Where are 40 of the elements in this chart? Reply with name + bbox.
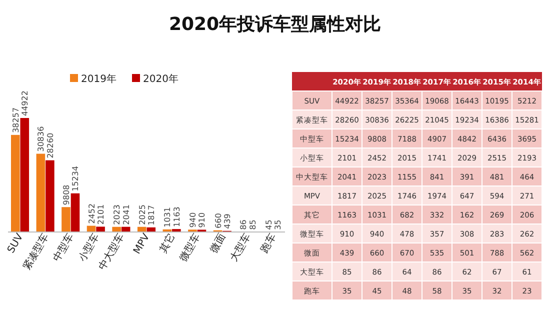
data-label: 2023 [112,204,122,225]
data-label: 38257 [11,107,20,133]
chart-title: 2020年投诉车型属性对比 [168,14,382,35]
x-tick-label: 跑车 [258,232,279,255]
data-label: 910 [198,212,207,228]
data-label: 1163 [172,206,182,228]
bar [46,160,54,232]
x-tick-label: 紧凑型车 [20,232,51,272]
x-tick-label: 微面 [208,232,228,255]
data-label: 940 [188,212,198,228]
x-tick-label: 微型车 [177,232,203,264]
bar [137,226,146,232]
data-label: 439 [223,214,232,229]
data-label: 660 [214,213,223,228]
bar [112,226,121,232]
x-tick-label: 大型车 [228,232,254,264]
bar [20,118,30,232]
data-label: 85 [248,220,258,230]
x-tick-label: 中型车 [50,232,76,264]
data-label: 86 [239,220,248,230]
bar [62,207,70,232]
data-label: 2041 [122,204,131,225]
data-label: 15234 [71,166,80,192]
data-label: 1031 [163,207,172,228]
data-label: 1817 [147,205,156,226]
data-label: 28260 [46,132,55,158]
bar [96,226,105,232]
bar [70,193,80,232]
x-tick-label: 其它 [157,232,178,255]
data-label: 30836 [36,126,46,152]
x-tick-label: 小型车 [76,232,102,264]
data-label: 2452 [87,203,96,224]
data-label: 45 [264,220,274,230]
data-label: 2101 [96,204,106,225]
data-label: 35 [274,220,283,230]
data-label: 44922 [20,90,30,116]
data-label: 2025 [138,204,147,225]
bar [36,154,46,232]
bar [10,134,20,232]
data-label: 9808 [62,184,71,206]
